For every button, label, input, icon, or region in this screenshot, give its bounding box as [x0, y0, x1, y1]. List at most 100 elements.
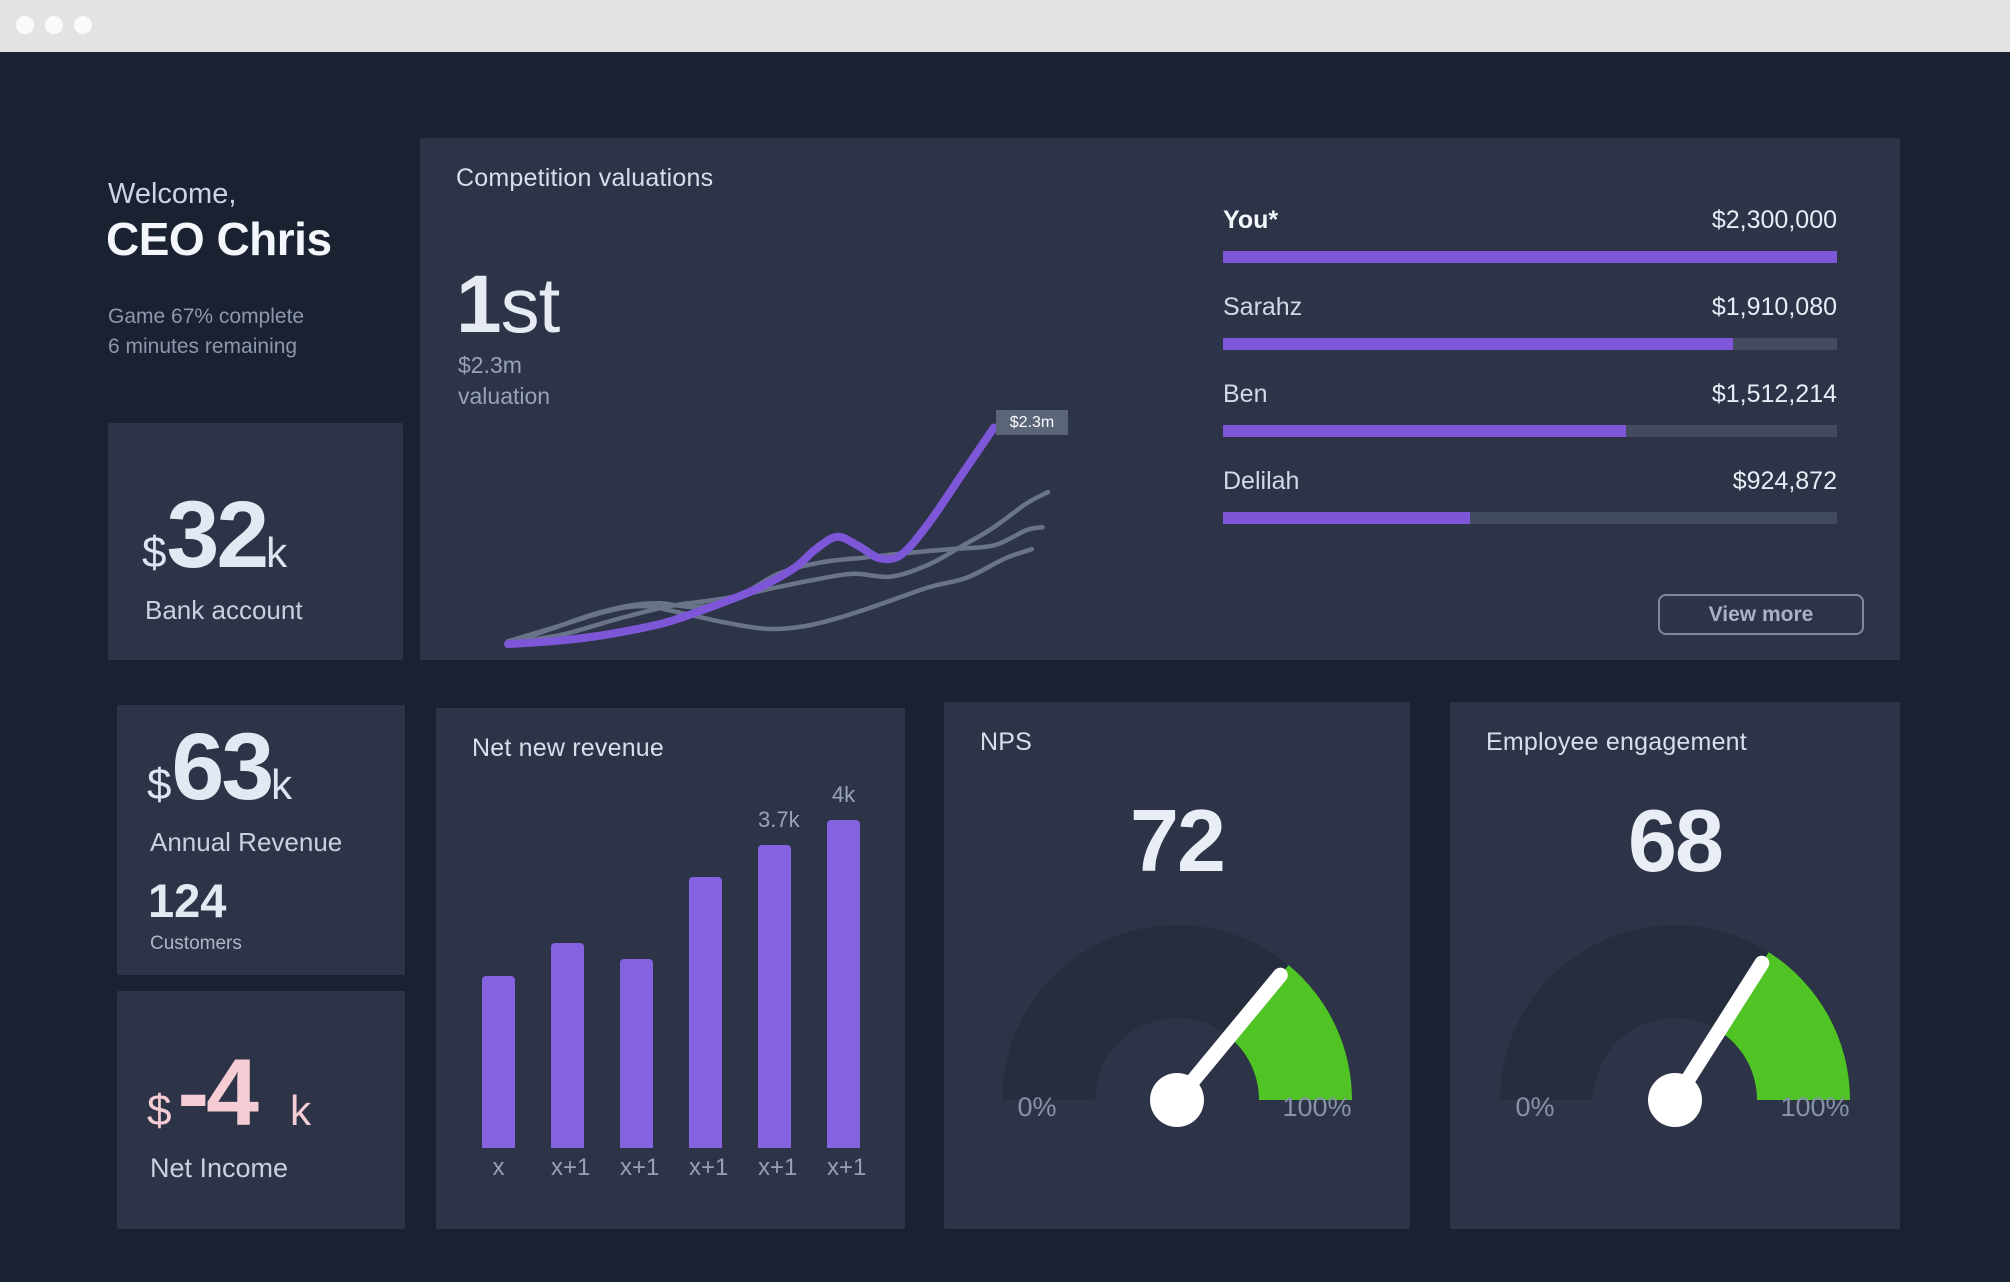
welcome-text: Welcome,	[108, 178, 237, 210]
valuation-progress-fill	[1223, 251, 1837, 263]
valuation-progress-fill	[1223, 425, 1627, 437]
currency-sign: $	[147, 760, 172, 809]
bar-chart-x-axis-labels: x x+1 x+1 x+1 x+1 x+1	[482, 1154, 867, 1182]
bar-x-label: x+1	[551, 1154, 591, 1181]
net-new-revenue-title: Net new revenue	[472, 734, 665, 762]
valuation-word: valuation	[458, 383, 551, 409]
rank-text: 1st	[456, 258, 561, 352]
employee-engagement-title: Employee engagement	[1486, 728, 1747, 756]
window-control-dot-3[interactable]	[74, 16, 92, 34]
annual-revenue-label: Annual Revenue	[150, 827, 343, 857]
bar-x-label: x+1	[827, 1154, 867, 1181]
bar-column	[620, 820, 653, 1148]
bar-column: 4k	[827, 782, 860, 1148]
net-income-card: $-4 k Net Income	[117, 991, 405, 1229]
bar-value-label: 4k	[831, 782, 856, 807]
gauge-max-label: 100%	[1780, 1092, 1850, 1122]
annual-revenue-card: $63k Annual Revenue 124 Customers	[117, 705, 405, 975]
bar-value-label: 3.7k	[758, 806, 800, 832]
net-income-label: Net Income	[150, 1153, 289, 1183]
bar	[827, 820, 860, 1148]
bar-x-label: x+1	[689, 1154, 729, 1181]
competitor-valuation: $1,512,214	[1711, 380, 1837, 408]
gauge-min-label: 0%	[1515, 1092, 1555, 1122]
unit-suffix: k	[289, 1087, 311, 1134]
bar	[482, 975, 515, 1148]
bar-x-label: x+1	[620, 1154, 660, 1181]
bank-account-amount: $32k	[142, 481, 287, 590]
currency-sign: $	[147, 1086, 172, 1135]
game-progress-text: Game 67% complete 6 minutes remaining	[108, 302, 304, 362]
competitor-valuation: $2,300,000	[1711, 206, 1837, 234]
competitor-name: Ben	[1223, 380, 1268, 408]
valuation-progress-track	[1223, 251, 1837, 263]
valuation-line-chart	[504, 423, 1051, 649]
competitor-valuation: $924,872	[1732, 467, 1837, 495]
chart-value-badge: $2.3m	[996, 410, 1068, 435]
competition-valuations-card: Competition valuations 1st $2.3m valuati…	[420, 138, 1900, 660]
player-name: CEO Chris	[106, 213, 332, 265]
competitor-name: Sarahz	[1223, 293, 1303, 321]
bank-account-value: 32	[166, 482, 269, 588]
bar	[551, 943, 584, 1148]
game-progress-line1: Game 67% complete	[108, 305, 305, 328]
valuation-progress-track	[1223, 425, 1837, 437]
leaderboard-row: Sarahz $1,910,080	[1223, 293, 1837, 350]
bar	[620, 959, 653, 1148]
bar-column	[482, 820, 515, 1148]
bar-x-label: x+1	[758, 1154, 798, 1181]
net-new-revenue-bar-chart: 3.7k 4k	[482, 782, 861, 1148]
valuation-amount: $2.3m	[458, 352, 522, 378]
game-progress-line2: 6 minutes remaining	[108, 335, 298, 358]
net-income-amount: $-4 k	[147, 1039, 311, 1148]
valuation-progress-track	[1223, 338, 1837, 350]
net-income-value: -4	[177, 1040, 259, 1146]
bar	[758, 844, 791, 1148]
net-new-revenue-card: Net new revenue 3.7k 4k x x+1 x+1 x+1 x+1 x+1	[436, 708, 905, 1229]
competitor-name: You*	[1223, 206, 1279, 234]
employee-engagement-value: 68	[1628, 791, 1724, 890]
valuation-subtext: $2.3m valuation	[458, 350, 550, 412]
rank-suffix: st	[500, 261, 561, 349]
leaderboard-row: Delilah $924,872	[1223, 467, 1837, 524]
nps-card: NPS 72 0% 100%	[944, 702, 1410, 1229]
bar	[689, 877, 722, 1148]
leaderboard-row: You* $2,300,000	[1223, 206, 1837, 263]
competitor-valuation: $1,910,080	[1711, 293, 1837, 321]
unit-suffix: k	[266, 529, 288, 576]
bank-account-label: Bank account	[145, 595, 303, 625]
competitor-name: Delilah	[1223, 467, 1300, 495]
bar-x-label: x	[492, 1154, 505, 1181]
employee-engagement-card: Employee engagement 68 0% 100%	[1450, 702, 1900, 1229]
nps-title: NPS	[980, 728, 1033, 756]
window-titlebar	[0, 0, 2010, 52]
valuation-leaderboard: You* $2,300,000 Sarahz $1,910,080 Ben $1,512,…	[1223, 206, 1837, 554]
gauge-hub	[1150, 1073, 1204, 1127]
competition-card-title: Competition valuations	[456, 164, 714, 192]
annual-revenue-amount: $63k	[147, 713, 292, 822]
valuation-progress-track	[1223, 512, 1837, 524]
valuation-series-Sarahz	[505, 489, 1051, 646]
nps-value: 72	[1130, 791, 1226, 890]
bar-column	[551, 820, 584, 1148]
leaderboard-row: Ben $1,512,214	[1223, 380, 1837, 437]
valuation-progress-fill	[1223, 512, 1470, 524]
employee-engagement-gauge	[1500, 925, 1850, 1127]
customers-label: Customers	[150, 933, 242, 954]
customers-count: 124	[148, 874, 227, 927]
currency-sign: $	[142, 528, 167, 577]
gauge-max-label: 100%	[1282, 1092, 1352, 1122]
bar-column: 3.7k	[758, 807, 800, 1148]
view-more-button[interactable]: View more	[1658, 594, 1864, 635]
valuation-series-You	[504, 423, 998, 649]
gauge-min-label: 0%	[1017, 1092, 1057, 1122]
rank-number: 1	[456, 259, 502, 350]
window-control-dot-2[interactable]	[45, 16, 63, 34]
valuation-progress-fill	[1223, 338, 1733, 350]
unit-suffix: k	[271, 761, 293, 808]
bar-column	[689, 820, 722, 1148]
window-control-dot-1[interactable]	[16, 16, 34, 34]
annual-revenue-value: 63	[171, 714, 274, 820]
nps-gauge	[1002, 925, 1352, 1127]
